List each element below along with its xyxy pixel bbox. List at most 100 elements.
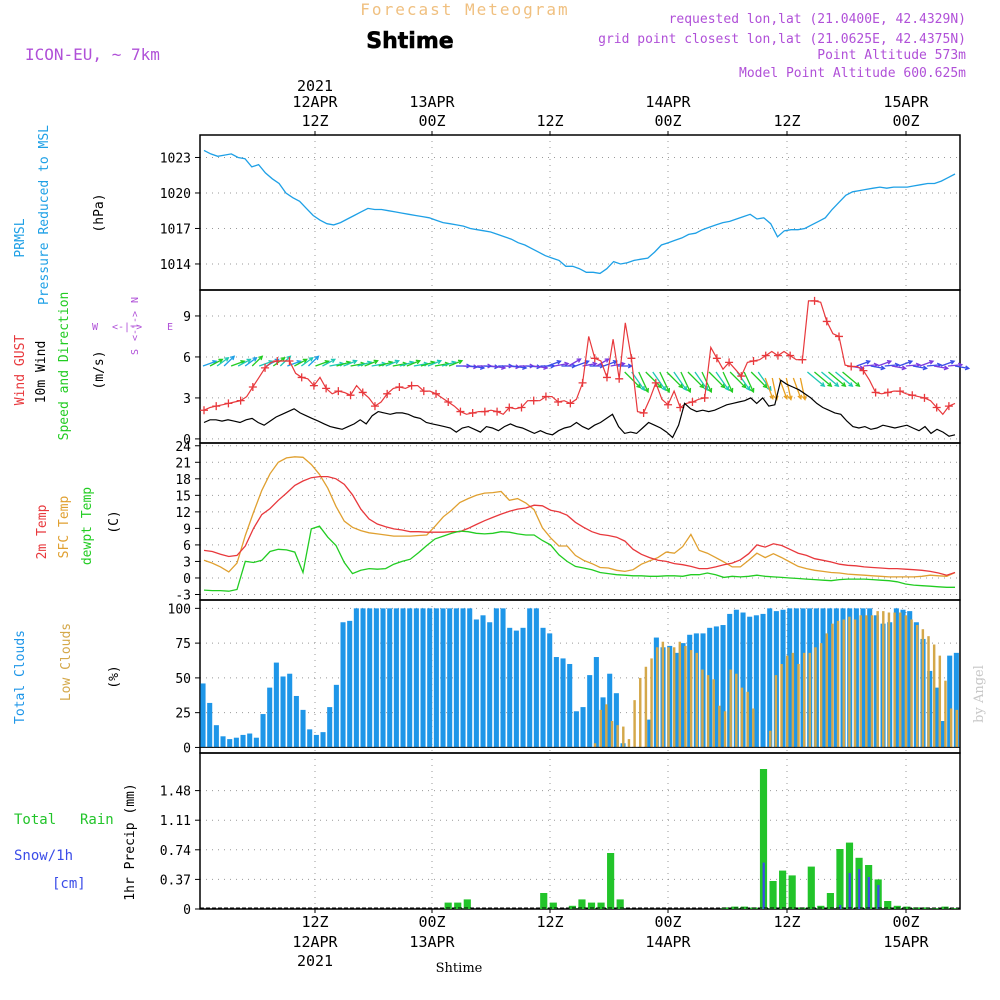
top-tick-label: 00Z: [892, 112, 919, 130]
wind-arrow-head: [564, 361, 570, 367]
low-clouds-bar: [831, 623, 834, 748]
total-clouds-bar: [893, 608, 899, 748]
low-clouds-bar: [655, 647, 659, 748]
rain-bar: [463, 899, 471, 909]
wind-arrow-head: [827, 382, 833, 388]
wind-arrow-head: [314, 355, 320, 361]
rain-bar: [578, 899, 586, 909]
wind-arrow-head: [330, 358, 337, 364]
total-clouds-bar: [393, 608, 399, 748]
wind-arrow-head: [855, 382, 861, 388]
wind-arrow: [547, 360, 561, 367]
total-clouds-bar: [227, 739, 233, 748]
wind-gust-marker: [749, 357, 758, 366]
ytick-label: 1020: [160, 187, 191, 202]
wind-arrow: [568, 358, 581, 367]
total-clouds-bar: [287, 673, 293, 748]
wind-arrow: [645, 371, 662, 389]
wind-gust-marker: [590, 354, 599, 363]
total-clouds-bar: [873, 615, 879, 748]
total-clouds-bar: [907, 611, 913, 748]
wind-arrow-head: [724, 385, 730, 392]
total-clouds-bar: [460, 608, 466, 748]
ytick-label: 21: [175, 456, 191, 471]
wind-arrow: [835, 371, 853, 387]
rain-bar: [587, 902, 596, 909]
total-clouds-bar: [947, 655, 953, 748]
compass-vertical-glyph: <-|->: [130, 311, 141, 341]
low-clouds-bar: [825, 633, 828, 748]
top-tick-label: 12Z: [301, 112, 328, 130]
low-clouds-bar: [797, 663, 800, 748]
total-clouds-bar: [680, 643, 686, 748]
low-clouds-bar: [735, 673, 738, 748]
top-tick-label: 14APR: [645, 93, 691, 111]
wind-gust-marker: [248, 382, 257, 391]
wind-arrow: [898, 360, 913, 367]
wind-gust-marker: [419, 387, 428, 396]
wind-arrow-head: [556, 359, 562, 365]
total-clouds-bar: [560, 658, 566, 748]
total-clouds-bar: [593, 657, 599, 748]
wind-gust-marker: [773, 351, 782, 360]
wind-gust-marker: [285, 357, 294, 366]
rain-bar: [549, 902, 557, 909]
wind-arrow: [237, 358, 251, 367]
pressure-label-prmsl: PRMSL: [13, 218, 28, 257]
low-clouds-bar: [808, 652, 812, 748]
wind-gust-marker: [651, 378, 660, 387]
ytick-label: 9: [183, 522, 191, 537]
rain-bar: [817, 905, 825, 909]
wind-arrow-head: [865, 359, 872, 365]
low-clouds-bar: [910, 619, 913, 748]
wind-arrow-head: [599, 363, 605, 369]
total-clouds-bar: [373, 608, 379, 748]
wind-arrow-head: [773, 395, 779, 401]
total-clouds-bar: [613, 693, 619, 748]
panel-wind: 9 6 3 0: [183, 289, 961, 448]
wind-arrow-head: [682, 385, 688, 392]
wind-gust-marker: [432, 389, 441, 398]
total-clouds-bar: [427, 608, 433, 748]
ytick-label: 0.74: [160, 844, 191, 859]
wind-arrow: [652, 371, 666, 391]
low-clouds-bar: [684, 645, 687, 748]
wind-gust-marker: [834, 332, 843, 341]
wind-arrow: [343, 360, 357, 367]
wind-arrow: [315, 360, 329, 367]
rain-bar: [779, 870, 787, 909]
wind-arrow-head: [627, 363, 634, 369]
wind-arrow-head: [352, 359, 358, 365]
wind-arrow: [448, 360, 463, 367]
rain-bar: [759, 769, 768, 909]
rain-bars: [444, 769, 959, 909]
model-altitude: Model Point Altitude 600.625m: [739, 66, 966, 81]
ytick-label: 0: [183, 741, 191, 756]
wind-gust-marker: [712, 354, 721, 363]
low-clouds-bar: [718, 705, 721, 748]
wind-arrow: [533, 365, 548, 369]
wind-arrow: [842, 371, 860, 387]
wind-arrow: [638, 371, 649, 393]
low-clouds-label: Low Clouds: [59, 623, 74, 701]
total-clouds-bar: [833, 608, 839, 748]
total-clouds-bar: [233, 737, 239, 748]
low-clouds-bar: [791, 652, 795, 748]
snow-bar: [858, 869, 861, 909]
wind-arrow: [406, 360, 421, 367]
rain-bar: [807, 866, 815, 909]
total-clouds-bar: [953, 652, 959, 748]
total-clouds-bar: [553, 657, 559, 748]
panel-frame: [199, 134, 961, 291]
total-clouds-bar: [380, 608, 386, 748]
wind-10m-line: [203, 379, 956, 439]
compass-row: <-|->: [112, 322, 142, 333]
low-clouds-bar: [819, 643, 823, 748]
ytick-label: 1014: [160, 258, 191, 273]
bottom-tick-label: 12Z: [301, 913, 328, 931]
total-clouds-bar: [473, 619, 479, 748]
low-clouds-bar: [836, 620, 840, 748]
rain-bar: [568, 905, 576, 909]
total-clouds-bar: [253, 737, 259, 748]
